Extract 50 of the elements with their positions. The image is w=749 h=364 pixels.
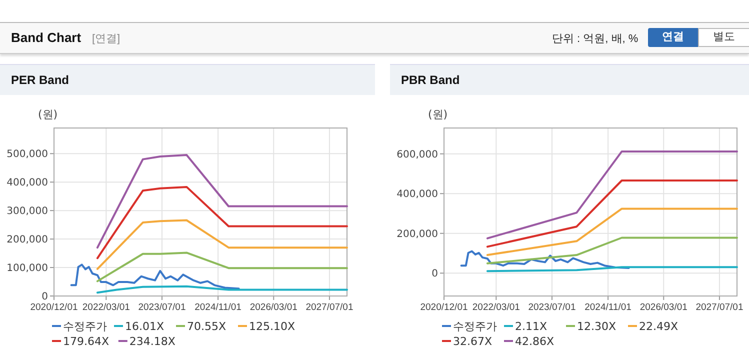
line-series: [460, 250, 630, 269]
x-tick-label: 2026/03/01: [250, 302, 298, 313]
x-tick-label: 2022/03/01: [82, 302, 130, 313]
x-tick-label: 2027/07/01: [306, 302, 354, 313]
legend-label: 12.30X: [577, 320, 616, 333]
x-tick-label: 2027/07/01: [696, 302, 744, 313]
legend-label: 2.11X: [515, 320, 548, 333]
legend-label: 22.49X: [639, 320, 678, 333]
text: 단위 : 억원, 배, %: [552, 32, 638, 46]
y-tick-label: 600,000: [396, 149, 438, 160]
chart-title: PER Band: [0, 64, 375, 95]
text: [연결]: [92, 32, 120, 46]
chart-title: PBR Band: [390, 64, 749, 95]
legend-label: 수정주가: [63, 320, 107, 333]
x-tick-label: 2022/03/01: [472, 302, 520, 313]
y-tick-label: 0: [432, 268, 438, 280]
line-series: [96, 219, 348, 270]
x-tick-label: 2020/12/01: [30, 302, 78, 313]
legend-label: 234.18X: [129, 335, 176, 348]
y-tick-label: 100,000: [6, 263, 48, 274]
legend-label: 179.64X: [63, 335, 110, 348]
x-tick-label: 2023/07/01: [138, 302, 186, 313]
legend-label: 125.10X: [249, 320, 296, 333]
text: 별도: [698, 28, 749, 47]
line-series: [70, 264, 240, 290]
legend-label: 32.67X: [453, 335, 492, 348]
legend-label: 수정주가: [453, 320, 497, 333]
legend-label: 42.86X: [515, 335, 554, 348]
line-series: [96, 285, 348, 294]
text: Band Chart: [11, 30, 82, 45]
x-tick-label: 2024/11/01: [194, 302, 242, 313]
line-series: [96, 186, 348, 260]
x-tick-label: 2026/03/01: [640, 302, 688, 313]
x-tick-label: 2020/12/01: [420, 302, 468, 313]
y-tick-label: 400,000: [396, 189, 438, 200]
text: 연결: [648, 28, 698, 47]
x-tick-label: 2024/11/01: [584, 302, 632, 313]
y-axis-title: (원): [38, 108, 58, 121]
line-series: [96, 154, 348, 249]
legend-label: 70.55X: [187, 320, 226, 333]
y-axis-title: (원): [428, 108, 448, 121]
legend-label: 16.01X: [125, 320, 164, 333]
line-series: [96, 252, 348, 282]
y-tick-label: 200,000: [396, 228, 438, 240]
y-tick-label: 500,000: [6, 149, 48, 160]
x-tick-label: 2023/07/01: [528, 302, 576, 313]
y-tick-label: 200,000: [6, 234, 48, 246]
y-tick-label: 300,000: [6, 206, 48, 218]
y-tick-label: 0: [42, 292, 48, 302]
y-tick-label: 400,000: [6, 178, 48, 189]
